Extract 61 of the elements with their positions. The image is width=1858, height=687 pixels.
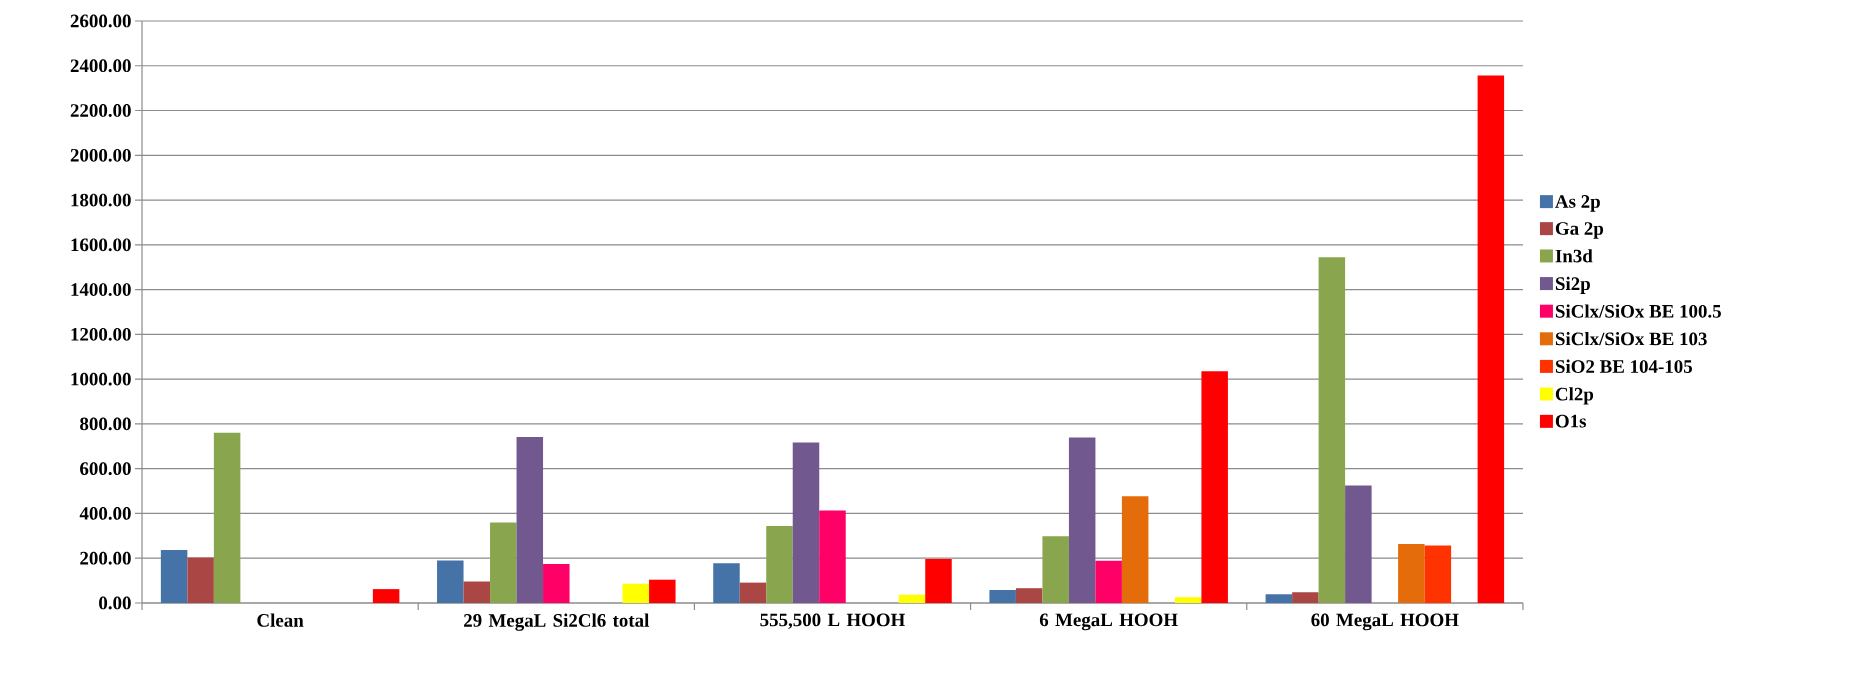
legend-label: SiClx/SiOx BE 103 bbox=[1555, 331, 1707, 346]
y-tick-label: 1200.00 bbox=[71, 327, 131, 341]
bar bbox=[1318, 257, 1346, 603]
y-tick-label: 0.00 bbox=[99, 596, 131, 610]
bar bbox=[490, 522, 517, 603]
x-tick-label: 60 MegaL HOOH bbox=[1311, 613, 1459, 631]
legend-label: As 2p bbox=[1555, 195, 1600, 212]
bar bbox=[1068, 437, 1096, 603]
bar bbox=[713, 563, 740, 603]
bar bbox=[160, 549, 188, 603]
bar bbox=[622, 583, 650, 603]
bar bbox=[1095, 560, 1122, 603]
bar bbox=[649, 579, 676, 603]
y-tick-label: 2600.00 bbox=[70, 14, 131, 28]
y-tick-label: 600.00 bbox=[80, 462, 131, 476]
y-tick-label: 200.00 bbox=[80, 551, 131, 565]
x-tick-label: 29 MegaL Si2Cl6 total bbox=[464, 613, 650, 631]
bar bbox=[437, 560, 464, 603]
legend-label: SiClx/SiOx BE 100.5 bbox=[1555, 304, 1721, 318]
bar bbox=[516, 437, 544, 603]
bar bbox=[739, 582, 767, 603]
bar bbox=[925, 558, 952, 603]
bar bbox=[543, 564, 570, 603]
legend-label: Si2p bbox=[1555, 276, 1590, 294]
legend-label: Ga 2p bbox=[1555, 222, 1604, 239]
bar bbox=[187, 557, 214, 603]
legend-label: In3d bbox=[1555, 249, 1593, 263]
bar bbox=[989, 590, 1016, 603]
bar bbox=[766, 525, 793, 603]
x-tick-label: 6 MegaL HOOH bbox=[1039, 613, 1178, 631]
y-tick-label: 1600.00 bbox=[71, 238, 131, 252]
y-tick-label: 1000.00 bbox=[71, 372, 131, 386]
x-tick-label: 555,500 L HOOH bbox=[760, 613, 905, 630]
legend-label: O1s bbox=[1555, 414, 1587, 428]
bar bbox=[1265, 594, 1293, 603]
y-tick-label: 1800.00 bbox=[71, 193, 131, 207]
bar bbox=[372, 589, 400, 603]
bar bbox=[1174, 597, 1202, 603]
bar bbox=[1424, 545, 1452, 603]
bar bbox=[792, 442, 820, 603]
bar bbox=[898, 594, 926, 603]
y-tick-label: 2000.00 bbox=[70, 148, 131, 162]
bar bbox=[819, 510, 846, 603]
bar bbox=[1345, 485, 1372, 603]
bar bbox=[1201, 371, 1228, 603]
bar bbox=[1015, 588, 1043, 603]
y-tick-label: 400.00 bbox=[79, 507, 131, 520]
bar bbox=[463, 581, 491, 603]
y-tick-label: 2200.00 bbox=[70, 104, 131, 117]
bar bbox=[213, 432, 241, 603]
legend-label: SiO2 BE 104-105 bbox=[1555, 359, 1692, 373]
bar bbox=[1398, 544, 1425, 603]
bar bbox=[1292, 592, 1319, 603]
legend-label: Cl2p bbox=[1555, 387, 1594, 405]
y-tick-label: 800.00 bbox=[80, 417, 131, 431]
bar bbox=[1477, 75, 1505, 603]
bar bbox=[1042, 536, 1069, 603]
bar bbox=[1121, 496, 1149, 603]
x-tick-label: Clean bbox=[257, 613, 304, 627]
y-tick-label: 1400.00 bbox=[71, 283, 131, 297]
y-tick-label: 2400.00 bbox=[70, 59, 131, 73]
